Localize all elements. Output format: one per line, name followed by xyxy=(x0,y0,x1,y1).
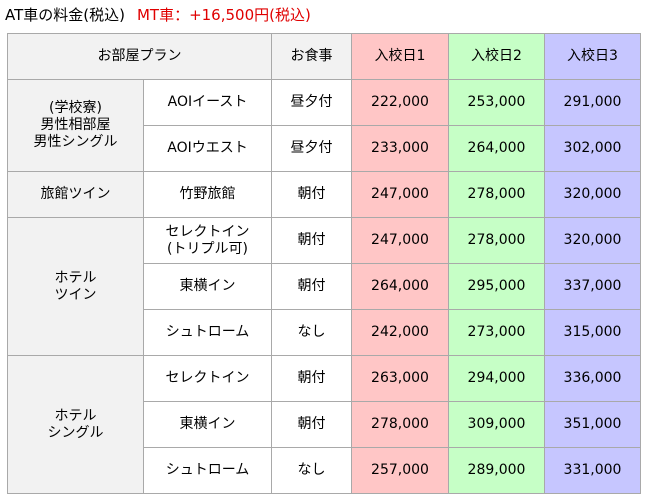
header-date2: 入校日2 xyxy=(448,33,545,80)
room-name-cell: シュトローム xyxy=(143,309,272,356)
meal-cell: 朝付 xyxy=(271,355,352,402)
table-row: ホテル シングル セレクトイン 朝付 263,000 294,000 336,000 xyxy=(7,355,641,494)
room-name-cell: AOIウエスト xyxy=(143,125,272,172)
price-date3-cell: 336,000 xyxy=(544,355,641,402)
header-row: お部屋プラン お食事 入校日1 入校日2 入校日3 xyxy=(7,33,641,80)
room-name-cell: 竹野旅館 xyxy=(143,171,272,218)
price-date1-cell: 242,000 xyxy=(351,309,449,356)
price-date3-cell: 291,000 xyxy=(544,79,641,126)
table-row: シュトローム なし 242,000 273,000 315,000 xyxy=(8,309,641,356)
table-row: (学校寮) 男性相部屋 男性シングル AOIイースト 昼夕付 222,000 253,0… xyxy=(7,79,641,172)
price-date2-cell: 273,000 xyxy=(448,309,545,356)
plan-group-cell: ホテル シングル xyxy=(7,355,144,494)
room-name-cell: セレクトイン xyxy=(143,355,272,402)
mt-surcharge-label: MT車：+16,500円(税込) xyxy=(136,6,311,24)
price-date2-cell: 253,000 xyxy=(448,79,545,126)
meal-cell: なし xyxy=(271,447,352,494)
table-row: 東横イン 朝付 278,000 309,000 351,000 xyxy=(8,401,641,448)
room-name-cell: AOIイースト xyxy=(143,79,272,126)
price-date2-cell: 294,000 xyxy=(448,355,545,402)
price-date3-cell: 302,000 xyxy=(544,125,641,172)
room-name-cell: セレクトイン (トリプル可) xyxy=(143,217,272,264)
meal-cell: 朝付 xyxy=(271,217,352,264)
table-row: 東横イン 朝付 264,000 295,000 337,000 xyxy=(8,263,641,310)
meal-cell: 朝付 xyxy=(271,263,352,310)
price-date3-cell: 351,000 xyxy=(544,401,641,448)
table-row: 旅館ツイン 竹野旅館 朝付 247,000 278,000 320,000 xyxy=(7,171,641,218)
header-meal: お食事 xyxy=(271,33,352,80)
price-date1-cell: 247,000 xyxy=(351,171,449,218)
price-date2-cell: 289,000 xyxy=(448,447,545,494)
table-row: AOIウエスト 昼夕付 233,000 264,000 302,000 xyxy=(8,125,641,172)
price-date1-cell: 233,000 xyxy=(351,125,449,172)
price-date2-cell: 278,000 xyxy=(448,171,545,218)
price-date1-cell: 247,000 xyxy=(351,217,449,264)
price-date3-cell: 331,000 xyxy=(544,447,641,494)
room-name-cell: シュトローム xyxy=(143,447,272,494)
price-date2-cell: 295,000 xyxy=(448,263,545,310)
price-date3-cell: 337,000 xyxy=(544,263,641,310)
price-date1-cell: 257,000 xyxy=(351,447,449,494)
plan-group-cell: 旅館ツイン xyxy=(7,171,144,218)
at-price-label: AT車の料金(税込) xyxy=(5,6,125,24)
price-date1-cell: 264,000 xyxy=(351,263,449,310)
meal-cell: 朝付 xyxy=(271,171,352,218)
header-date1: 入校日1 xyxy=(351,33,449,80)
plan-group-cell: (学校寮) 男性相部屋 男性シングル xyxy=(7,79,144,172)
price-date3-cell: 320,000 xyxy=(544,217,641,264)
meal-cell: なし xyxy=(271,309,352,356)
price-date1-cell: 278,000 xyxy=(351,401,449,448)
price-date2-cell: 309,000 xyxy=(448,401,545,448)
room-name-cell: 東横イン xyxy=(143,263,272,310)
header-date3: 入校日3 xyxy=(544,33,641,80)
price-date3-cell: 315,000 xyxy=(544,309,641,356)
price-date3-cell: 320,000 xyxy=(544,171,641,218)
meal-cell: 昼夕付 xyxy=(271,79,352,126)
price-heading: AT車の料金(税込) MT車：+16,500円(税込) xyxy=(5,4,311,26)
table-row: ホテル ツイン セレクトイン (トリプル可) 朝付 247,000 278,000 320… xyxy=(7,217,641,356)
price-date1-cell: 263,000 xyxy=(351,355,449,402)
table-row: シュトローム なし 257,000 289,000 331,000 xyxy=(8,447,641,494)
price-date2-cell: 264,000 xyxy=(448,125,545,172)
room-name-cell: 東横イン xyxy=(143,401,272,448)
price-date2-cell: 278,000 xyxy=(448,217,545,264)
meal-cell: 昼夕付 xyxy=(271,125,352,172)
meal-cell: 朝付 xyxy=(271,401,352,448)
price-date1-cell: 222,000 xyxy=(351,79,449,126)
price-table-body: お部屋プラン お食事 入校日1 入校日2 入校日3 (学校寮) 男性相部屋 男性… xyxy=(7,33,641,494)
header-plan: お部屋プラン xyxy=(7,33,272,80)
plan-group-cell: ホテル ツイン xyxy=(7,217,144,356)
price-table: お部屋プラン お食事 入校日1 入校日2 入校日3 (学校寮) 男性相部屋 男性… xyxy=(7,33,641,494)
